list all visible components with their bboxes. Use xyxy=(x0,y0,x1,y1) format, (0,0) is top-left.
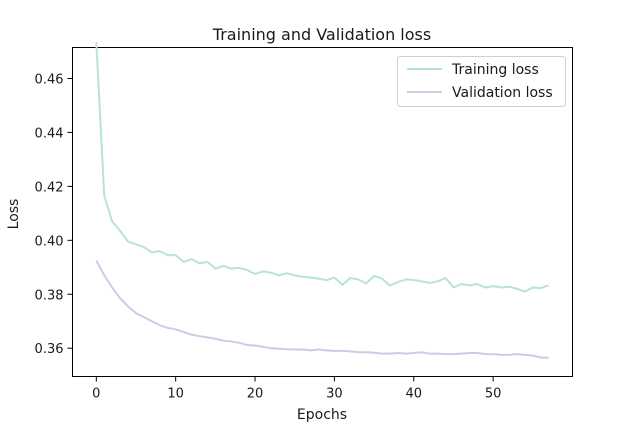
y-tick-label: 0.38 xyxy=(35,288,64,303)
series-line-validation-loss xyxy=(95,260,549,359)
x-axis-label: Epochs xyxy=(297,407,347,423)
legend: Training loss Validation loss xyxy=(397,56,566,107)
series-layer xyxy=(95,42,550,359)
x-tick-label: 20 xyxy=(247,387,264,402)
y-tick-label: 0.40 xyxy=(35,234,64,249)
x-tick-label: 50 xyxy=(485,387,502,402)
y-axis-label: Loss xyxy=(6,199,22,230)
x-tick-label: 30 xyxy=(326,387,343,402)
series-line-training-loss xyxy=(95,42,550,293)
y-tick-label: 0.46 xyxy=(35,73,64,88)
x-axis-ticks: 0 10 20 30 40 50 xyxy=(92,376,502,402)
y-tick-label: 0.44 xyxy=(35,126,64,141)
legend-label-validation-loss: Validation loss xyxy=(452,85,553,101)
y-tick-label: 0.42 xyxy=(35,180,64,195)
x-tick-label: 10 xyxy=(167,387,184,402)
chart-title: Training and Validation loss xyxy=(212,25,431,44)
x-tick-label: 40 xyxy=(405,387,422,402)
legend-label-training-loss: Training loss xyxy=(451,62,539,78)
x-tick-label: 0 xyxy=(92,387,100,402)
y-tick-label: 0.36 xyxy=(35,342,64,357)
y-axis-ticks: 0.36 0.38 0.40 0.42 0.44 0.46 xyxy=(35,73,73,357)
